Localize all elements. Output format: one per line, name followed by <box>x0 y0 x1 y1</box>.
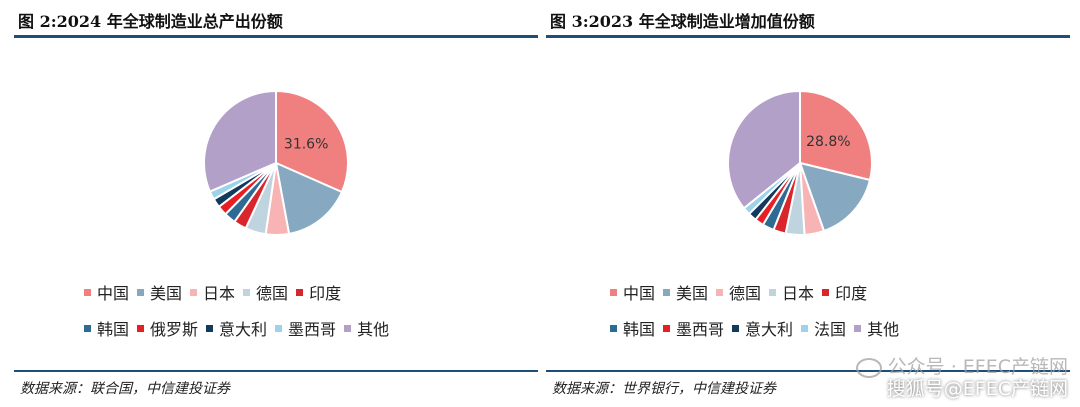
legend-swatch <box>663 288 671 296</box>
legend-entry: 德国 <box>716 280 761 304</box>
legend-entry: 其他 <box>344 316 389 340</box>
legend-label: 韩国 <box>97 320 130 339</box>
source-rule <box>14 370 538 372</box>
source-note: 数据来源：联合国，中信建投证券 <box>20 381 230 397</box>
legend-swatch <box>732 324 740 332</box>
legend-label: 印度 <box>309 284 342 303</box>
legend-swatch <box>243 288 251 296</box>
pie-slice-1 <box>798 161 872 233</box>
pie-slice-9 <box>203 89 277 193</box>
legend-row-1: 中国 美国 日本 德国 印度 <box>84 280 341 304</box>
legend-entry: 墨西哥 <box>663 316 724 340</box>
legend-swatch <box>769 288 777 296</box>
title-rule <box>546 35 1070 38</box>
legend-label: 墨西哥 <box>288 320 337 339</box>
legend-swatch <box>84 324 91 332</box>
legend-row-1: 中国 美国 德国 日本 印度 <box>610 280 867 304</box>
legend-entry: 韩国 <box>84 316 129 340</box>
legend-label: 韩国 <box>623 320 656 339</box>
legend-label: 德国 <box>729 284 762 303</box>
legend-swatch <box>275 324 283 332</box>
source-note: 数据来源：世界银行，中信建投证券 <box>552 381 776 397</box>
legend-label: 美国 <box>150 284 183 303</box>
legend-label: 美国 <box>676 284 709 303</box>
legend-entry: 墨西哥 <box>275 316 336 340</box>
legend-swatch <box>137 288 145 296</box>
legend-entry: 印度 <box>296 280 341 304</box>
legend-swatch <box>854 324 862 332</box>
pie-slice-0 <box>275 89 349 194</box>
legend-entry: 俄罗斯 <box>137 316 198 340</box>
legend-label: 墨西哥 <box>676 320 725 339</box>
legend-entry: 意大利 <box>206 316 267 340</box>
legend-entry: 印度 <box>822 280 867 304</box>
legend-swatch <box>344 324 352 332</box>
legend-label: 其他 <box>357 320 390 339</box>
legend-entry: 中国 <box>610 280 655 304</box>
legend-label: 俄罗斯 <box>150 320 199 339</box>
legend-entry: 其他 <box>854 316 899 340</box>
legend-label: 法国 <box>814 320 847 339</box>
legend-label: 中国 <box>97 284 130 303</box>
legend-entry: 美国 <box>137 280 182 304</box>
legend-swatch <box>190 288 198 296</box>
legend-swatch <box>610 288 617 296</box>
chart-title: 图 2:2024 年全球制造业总产出份额 <box>18 12 283 31</box>
legend-entry: 法国 <box>801 316 846 340</box>
legend-row-2: 韩国 俄罗斯 意大利 墨西哥 其他 <box>84 316 389 340</box>
chart-panel-right: 图 3:2023 年全球制造业增加值份额 28.8% 中国 美国 德国 日本 印度 韩国… <box>540 0 1070 407</box>
chart-title: 图 3:2023 年全球制造业增加值份额 <box>550 12 815 31</box>
legend-entry: 意大利 <box>732 316 793 340</box>
legend-entry: 日本 <box>190 280 235 304</box>
legend-swatch <box>801 324 809 332</box>
legend-label: 意大利 <box>219 320 268 339</box>
pie-slice-1 <box>274 161 344 235</box>
legend-swatch <box>663 324 671 332</box>
legend-entry: 美国 <box>663 280 708 304</box>
legend-row-2: 韩国 墨西哥 意大利 法国 其他 <box>610 316 899 340</box>
legend-label: 其他 <box>867 320 900 339</box>
source-rule <box>546 370 1070 372</box>
chart-panel-left: 图 2:2024 年全球制造业总产出份额 31.6% 中国 美国 日本 德国 印度 韩国… <box>8 0 538 407</box>
title-rule <box>14 35 538 38</box>
legend-swatch <box>206 324 214 332</box>
legend-entry: 德国 <box>243 280 288 304</box>
legend-label: 日本 <box>782 284 815 303</box>
legend-entry: 日本 <box>769 280 814 304</box>
legend-swatch <box>822 288 830 296</box>
pie-slice-9 <box>727 89 801 210</box>
legend-swatch <box>610 324 617 332</box>
pie-chart: 28.8% <box>727 89 873 236</box>
legend-swatch <box>716 288 724 296</box>
legend-swatch <box>84 288 91 296</box>
legend-entry: 韩国 <box>610 316 655 340</box>
legend-label: 印度 <box>835 284 868 303</box>
legend-swatch <box>137 324 145 332</box>
pie-chart: 31.6% <box>203 89 349 236</box>
pie-slice-0 <box>799 89 873 182</box>
legend-swatch <box>296 288 304 296</box>
legend-label: 日本 <box>203 284 236 303</box>
legend-entry: 中国 <box>84 280 129 304</box>
legend-label: 德国 <box>256 284 289 303</box>
legend-label: 意大利 <box>745 320 794 339</box>
legend-label: 中国 <box>623 284 656 303</box>
data-label: 31.6% <box>284 136 328 152</box>
data-label: 28.8% <box>806 134 850 150</box>
